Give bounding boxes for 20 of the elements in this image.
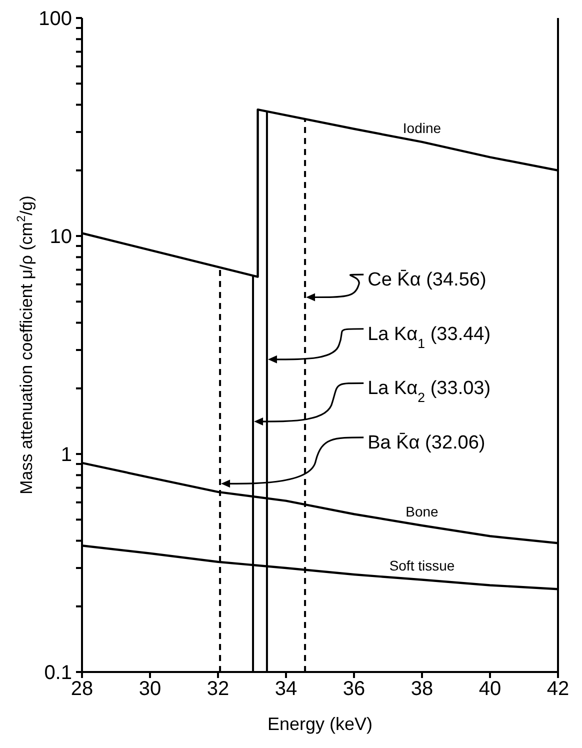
y-tick-label: 1	[60, 444, 72, 466]
y-tick-label: 0.1	[44, 662, 72, 684]
ref-line-label: La Kα$_{2}$ (33.03)	[368, 378, 491, 405]
ref-line-label: Ce K̄α (34.56)	[368, 270, 486, 291]
x-tick-label: 32	[206, 678, 230, 700]
series-label: Bone	[406, 503, 439, 520]
x-tick-label: 28	[70, 678, 94, 700]
x-tick-label: 40	[478, 678, 502, 700]
x-tick-label: 34	[274, 678, 298, 700]
x-tick-label: 42	[546, 678, 570, 700]
y-tick-label: 10	[50, 226, 72, 248]
ref-line-label: La Kα$_{1}$ (33.44)	[368, 324, 491, 350]
ref-line-label: Ba K̄α (32.06)	[368, 432, 486, 454]
x-tick-label: 30	[138, 678, 162, 700]
y-tick-label: 100	[38, 8, 72, 30]
x-tick-label: 36	[342, 678, 366, 700]
x-axis-title: Energy (keV)	[267, 714, 373, 734]
series-label: Iodine	[402, 120, 442, 136]
series-label: Soft tissue	[389, 558, 455, 574]
x-tick-label: 38	[410, 678, 434, 700]
